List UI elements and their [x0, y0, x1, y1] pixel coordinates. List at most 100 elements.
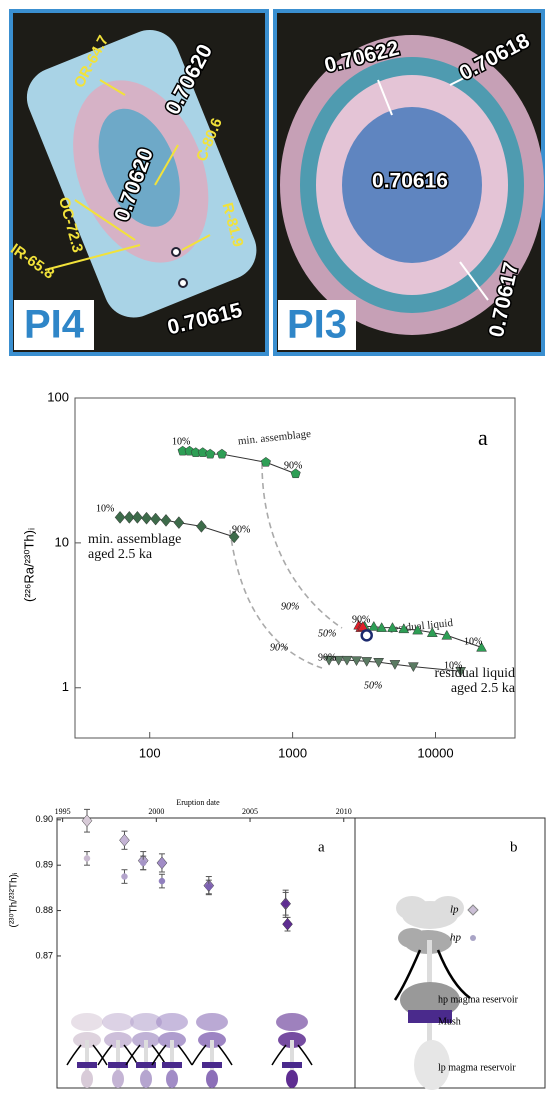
sketch-cloud — [71, 1013, 103, 1031]
marker — [83, 855, 91, 862]
marker — [323, 655, 335, 666]
sketch-conduit — [144, 1040, 148, 1080]
sketch-flank — [191, 1044, 233, 1066]
marker — [196, 519, 207, 533]
marker — [412, 624, 424, 635]
marker — [357, 620, 369, 631]
x-tick-label: 2010 — [336, 807, 352, 816]
sketch-reservoir — [166, 1070, 178, 1088]
annotation: 10% — [464, 636, 482, 647]
y-axis-label: (²³⁰Th/²³²Th)ᵢ — [9, 872, 20, 927]
series-label: min. assemblage aged 2.5 ka — [88, 532, 182, 562]
x-tick-label: 2005 — [242, 807, 258, 816]
sketch-mush — [162, 1062, 182, 1068]
marker — [476, 641, 487, 652]
x-axis-label: Eruption date — [176, 798, 220, 807]
marker — [389, 660, 401, 670]
marker — [141, 511, 152, 525]
sketch-conduit — [85, 1040, 89, 1080]
sketch-conduit — [170, 1040, 174, 1080]
sketch-reservoir — [140, 1070, 152, 1088]
series-label: min. assemblage — [237, 428, 311, 448]
sketch-conduit — [116, 1040, 120, 1080]
legend-label: lp — [450, 904, 459, 916]
marker — [361, 657, 373, 667]
marker — [368, 620, 380, 631]
sketch-label: Mush — [438, 1016, 461, 1027]
y-tick-label: 0.89 — [35, 860, 53, 870]
y-tick-label: 0.90 — [35, 814, 53, 824]
x-tick-label: 1000 — [278, 745, 307, 760]
marker — [426, 627, 438, 637]
annotation: 90% — [270, 642, 288, 653]
marker — [121, 873, 128, 880]
marker — [333, 655, 345, 666]
annotation: 90% — [232, 524, 250, 535]
marker — [373, 657, 385, 668]
annotation: 10% — [96, 503, 114, 514]
annotation: 90% — [352, 614, 370, 625]
sketch-cloud — [102, 1013, 134, 1031]
sketch-reservoir — [112, 1070, 124, 1088]
x-tick-label: 100 — [139, 745, 161, 760]
annotation: 50% — [364, 680, 382, 691]
marker — [205, 448, 216, 459]
panel-label: PI3 — [287, 303, 347, 347]
marker — [205, 883, 213, 891]
marker — [216, 448, 227, 459]
marker — [124, 510, 135, 524]
x-tick-label: 2000 — [148, 807, 164, 816]
sketch-mush — [108, 1062, 128, 1068]
sketch-cloud — [156, 1013, 188, 1031]
sketch-reservoir — [206, 1070, 218, 1088]
sketch-reservoir — [286, 1070, 298, 1088]
marker — [139, 859, 147, 867]
marker — [156, 856, 168, 870]
y-tick-label: 0.88 — [35, 905, 53, 915]
marker — [351, 656, 362, 667]
sketch-label: lp magma reservoir — [438, 1062, 516, 1073]
marker — [158, 877, 166, 885]
panel-label: a — [318, 839, 325, 855]
sketch-cloud — [130, 1013, 162, 1031]
marker — [173, 516, 185, 530]
panel-label: PI4 — [24, 303, 85, 347]
marker — [160, 513, 172, 527]
marker — [228, 530, 240, 544]
y-tick-label: 1 — [62, 679, 69, 694]
marker — [398, 623, 410, 634]
marker — [282, 917, 293, 931]
reservoir-sketch — [393, 896, 479, 1090]
annotation: 90% — [281, 601, 299, 612]
marker — [341, 655, 353, 666]
panel-label: a — [478, 425, 488, 450]
x-tick-label: 10000 — [417, 745, 453, 760]
y-tick-label: 10 — [55, 534, 69, 549]
sketch-conduit — [210, 1040, 214, 1080]
annotation: 50% — [318, 628, 336, 639]
y-tick-label: 0.87 — [35, 950, 53, 960]
sketch-mush — [136, 1062, 156, 1068]
annotation: 10% — [444, 660, 462, 671]
sketch-mush — [77, 1062, 97, 1068]
sketch-cloud — [196, 1013, 228, 1031]
annotation: 0.70616 — [372, 170, 448, 193]
marker — [407, 662, 419, 673]
sketch-reservoir — [81, 1070, 93, 1088]
marker — [387, 622, 398, 632]
y-axis-label: (²²⁶Ra/²³⁰Th)ᵢ — [21, 528, 36, 602]
marker — [455, 666, 467, 677]
y-tick-label: 100 — [47, 389, 69, 404]
sketch-mush — [282, 1062, 302, 1068]
panel-label: b — [510, 839, 518, 855]
marker — [360, 629, 373, 642]
micrograph-pi4: PI4 OR-64.7 0.70620 C-80.6 0.70620 OC-72… — [7, 9, 269, 356]
sketch-flank — [66, 1044, 108, 1066]
marker — [119, 833, 130, 847]
annotation: 10% — [172, 436, 190, 447]
marker — [132, 510, 143, 524]
panel-frame — [56, 817, 546, 1089]
sketch-mush — [202, 1062, 222, 1068]
